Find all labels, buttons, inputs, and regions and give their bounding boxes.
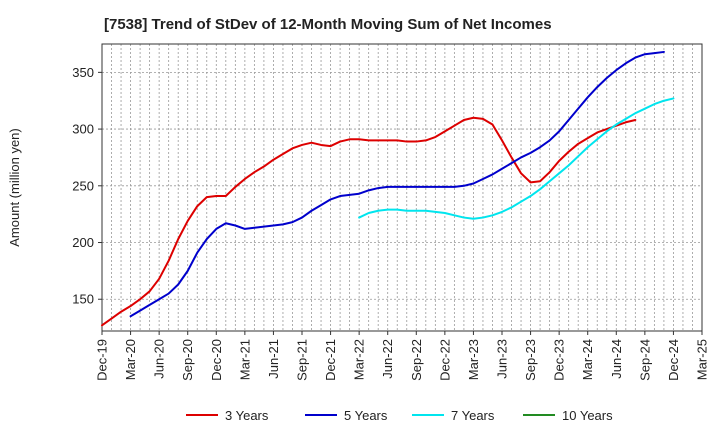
y-tick-label: 150	[72, 292, 94, 307]
x-tick-label: Sep-23	[523, 339, 538, 381]
y-tick-label: 350	[72, 65, 94, 80]
x-tick-label: Sep-24	[637, 339, 652, 381]
chart-title: [7538] Trend of StDev of 12-Month Moving…	[104, 16, 552, 33]
x-tick-label: Mar-24	[580, 339, 595, 380]
x-tick-label: Dec-20	[209, 339, 224, 381]
y-tick-label: 250	[72, 178, 94, 193]
legend-label-3-years: 3 Years	[225, 408, 269, 423]
series-layer	[101, 50, 675, 327]
x-tick-label: Jun-21	[266, 339, 281, 379]
series-line-3-years	[101, 116, 637, 327]
x-tick-label: Mar-23	[466, 339, 481, 380]
plot-frame	[101, 43, 703, 332]
y-tick-label: 300	[72, 122, 94, 137]
x-tick-label: Mar-22	[352, 339, 367, 380]
x-tick-label: Mar-20	[123, 339, 138, 380]
legend-label-10-years: 10 Years	[562, 408, 613, 423]
x-tick-label: Dec-23	[552, 339, 567, 381]
axis-layer: 150 200 250 300 350 Dec-19 Mar-20 Jun-20 Sep-20 D…	[7, 43, 710, 381]
x-tick-label: Dec-22	[437, 339, 452, 381]
x-tick-label: Mar-25	[695, 339, 710, 380]
series-line-5-years	[129, 50, 665, 318]
x-tick-label: Sep-21	[295, 339, 310, 381]
y-axis-label: Amount (million yen)	[7, 128, 22, 247]
x-tick-label: Jun-23	[495, 339, 510, 379]
x-tick-label: Sep-22	[409, 339, 424, 381]
x-tick-label: Dec-21	[323, 339, 338, 381]
x-tick-label: Jun-24	[609, 339, 624, 379]
x-tick-label: Dec-19	[95, 339, 110, 381]
x-tick-label: Sep-20	[180, 339, 195, 381]
x-tick-label: Dec-24	[666, 339, 681, 381]
series-line-7-years	[358, 97, 675, 220]
x-tick-label: Jun-22	[380, 339, 395, 379]
legend-label-7-years: 7 Years	[451, 408, 495, 423]
legend-layer: 3 Years 5 Years 7 Years 10 Years	[186, 408, 613, 423]
x-tick-label: Mar-21	[237, 339, 252, 380]
x-tick-label: Jun-20	[152, 339, 167, 379]
legend-label-5-years: 5 Years	[344, 408, 388, 423]
y-tick-label: 200	[72, 235, 94, 250]
